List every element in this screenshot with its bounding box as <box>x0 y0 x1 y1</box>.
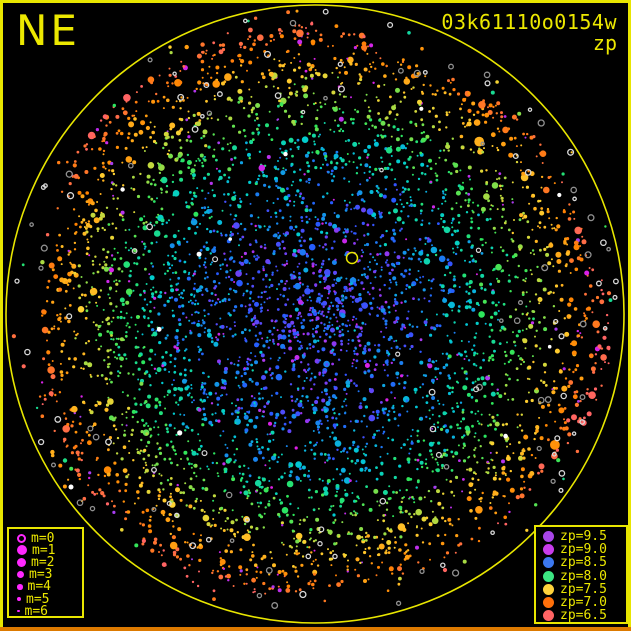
legend-label: zp=9.5 <box>560 529 607 545</box>
legend-row: m=3 <box>17 567 82 583</box>
legend-row: zp=6.5 <box>543 608 626 624</box>
legend-row: zp=9.5 <box>543 529 626 545</box>
legend-row: m=4 <box>17 579 82 595</box>
zp-swatch-8-5 <box>543 557 554 569</box>
zeropoint-legend: zp=9.5 zp=9.0 zp=8.5 zp=8.0 zp=7.5 zp=7.… <box>534 525 628 624</box>
magnitude-marker-m4 <box>17 584 23 590</box>
legend-row: zp=9.0 <box>543 542 626 558</box>
exposure-title: 03k61110o0154w <box>441 10 617 34</box>
magnitude-marker-m5 <box>17 597 21 602</box>
legend-label: m=2 <box>31 554 55 570</box>
legend-label: m=5 <box>26 591 50 607</box>
legend-label: zp=7.5 <box>560 581 607 597</box>
legend-label: zp=6.5 <box>560 608 607 624</box>
legend-label: zp=8.0 <box>560 568 607 584</box>
magnitude-marker-m1 <box>17 545 27 556</box>
legend-row: m=6 <box>17 603 82 619</box>
legend-row: zp=8.0 <box>543 568 626 584</box>
legend-label: zp=7.0 <box>560 595 607 611</box>
magnitude-marker-m2 <box>17 557 26 567</box>
zp-swatch-8-0 <box>543 570 554 582</box>
legend-row: zp=7.5 <box>543 581 626 597</box>
legend-row: zp=7.0 <box>543 595 626 611</box>
orientation-label: NE <box>16 6 80 55</box>
magnitude-marker-m6 <box>17 609 20 613</box>
zp-swatch-6-5 <box>543 610 554 622</box>
zp-swatch-7-5 <box>543 583 554 595</box>
legend-row: m=5 <box>17 591 82 607</box>
legend-label: m=4 <box>27 579 51 595</box>
legend-row: zp=8.5 <box>543 555 626 571</box>
legend-label: zp=9.0 <box>560 542 607 558</box>
legend-label: m=1 <box>32 542 56 558</box>
magnitude-marker-m0 <box>17 533 26 543</box>
legend-row: m=1 <box>17 542 82 558</box>
legend-row: m=2 <box>17 554 82 570</box>
zp-swatch-9-0 <box>543 544 554 556</box>
legend-label: zp=8.5 <box>560 555 607 571</box>
magnitude-marker-m3 <box>17 571 24 579</box>
legend-row: m=0 <box>17 530 82 546</box>
magnitude-legend: m=0 m=1 m=2 m=3 m=4 m=5 m=6 <box>7 527 84 619</box>
bottom-edge-bar <box>0 627 631 631</box>
quantity-label: zp <box>592 31 617 55</box>
zp-swatch-9-5 <box>543 531 554 543</box>
legend-label: m=6 <box>24 603 48 619</box>
legend-label: m=3 <box>29 567 53 583</box>
legend-label: m=0 <box>31 530 55 546</box>
zp-swatch-7-0 <box>543 597 554 609</box>
